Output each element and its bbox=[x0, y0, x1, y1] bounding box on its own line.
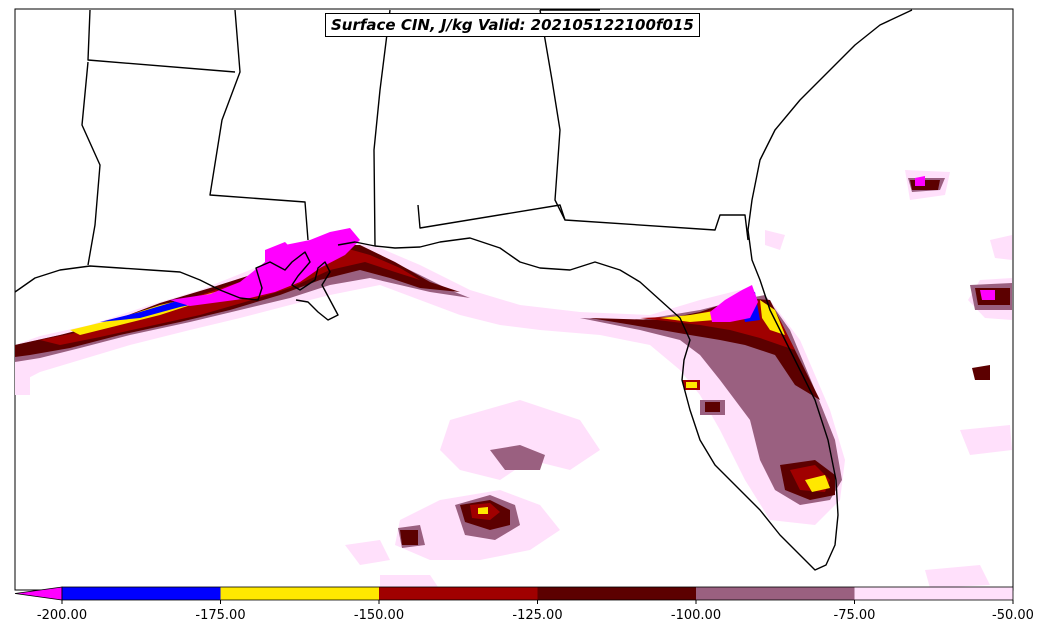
map-title: Surface CIN, J/kg Valid: 202105122100f01… bbox=[325, 13, 700, 37]
colorbar-tick-label: -50.00 bbox=[992, 608, 1034, 623]
colorbar-tick-label: -75.00 bbox=[833, 608, 876, 623]
cin-field bbox=[15, 170, 1012, 590]
coastline-and-borders bbox=[14, 9, 913, 571]
colorbar-tick-label: -200.00 bbox=[36, 608, 88, 623]
colorbar-tick-label: -100.00 bbox=[670, 608, 722, 623]
colorbar-tick-label: -150.00 bbox=[353, 608, 405, 623]
colorbar-tick-label: -175.00 bbox=[195, 608, 246, 623]
colorbar-tick-label: -125.00 bbox=[512, 608, 563, 623]
